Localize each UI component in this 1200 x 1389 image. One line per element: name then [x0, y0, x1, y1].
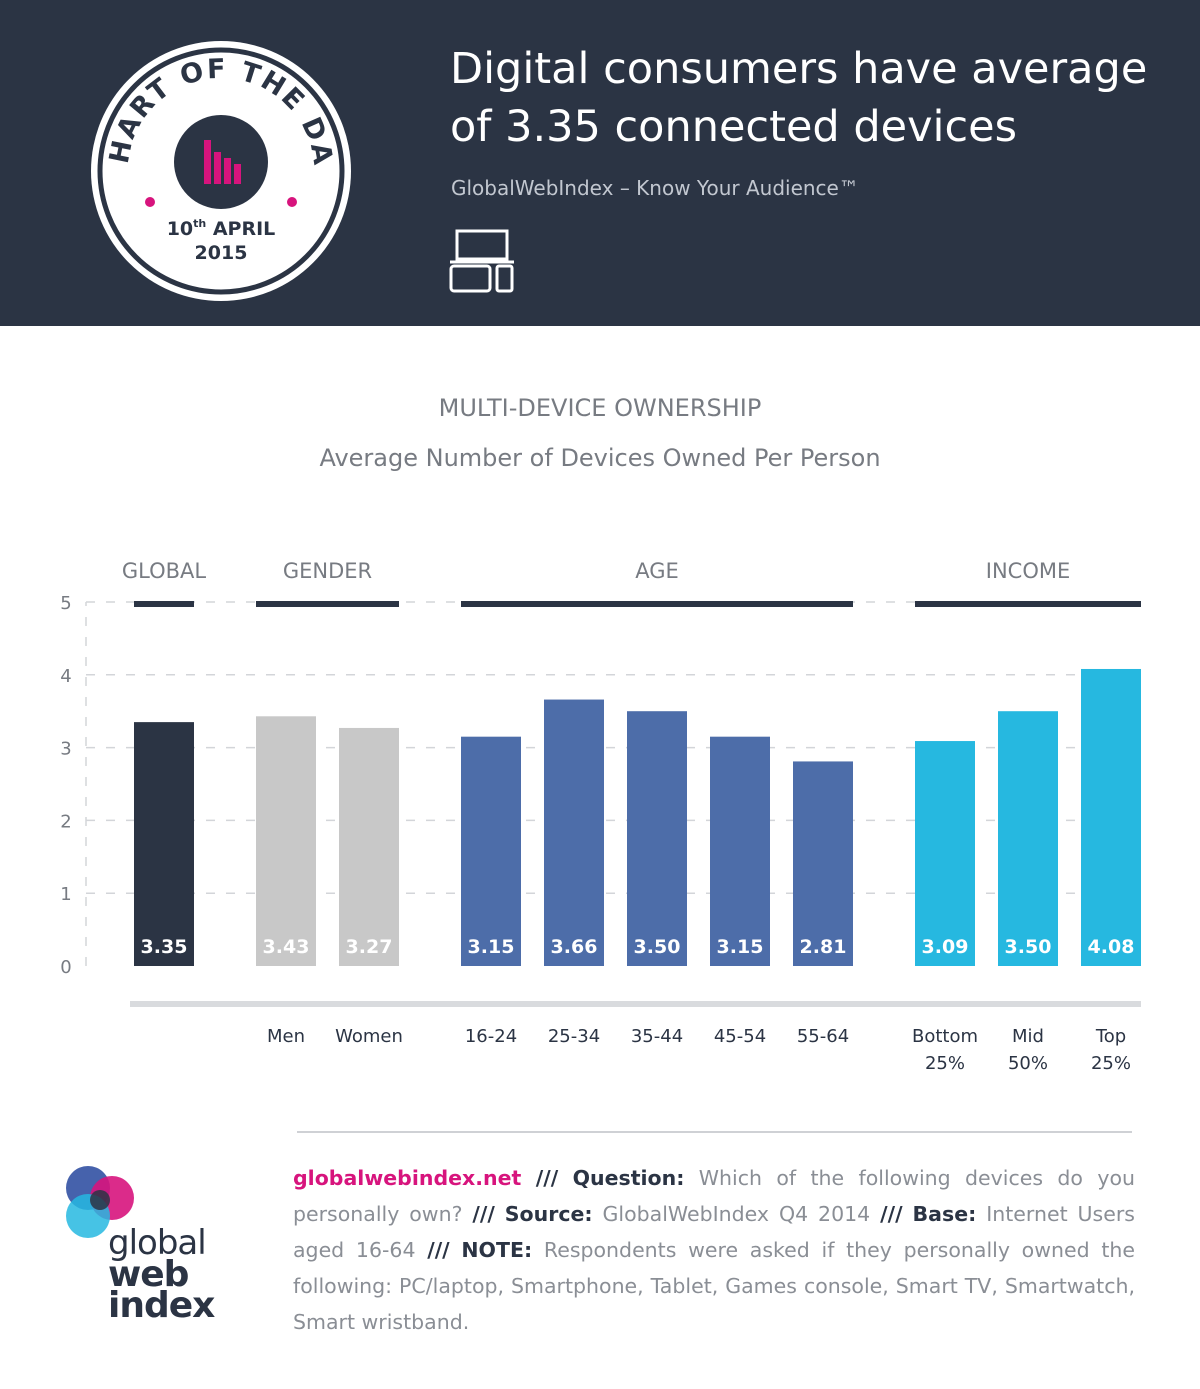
category-label: Men — [267, 1026, 305, 1047]
headline-line2: of 3.35 connected devices — [450, 102, 1017, 152]
note-label: NOTE: — [461, 1238, 533, 1262]
category-label: Mid — [1012, 1026, 1044, 1047]
y-tick-label: 2 — [60, 811, 71, 832]
category-label: 50% — [1008, 1053, 1048, 1074]
bar-value-label: 3.15 — [717, 936, 764, 958]
bar — [461, 736, 521, 966]
devices-icon — [449, 229, 514, 293]
y-tick-label: 3 — [60, 739, 71, 760]
x-axis-baseline — [130, 1001, 1141, 1007]
category-label: 25% — [1091, 1053, 1131, 1074]
dot-left — [145, 197, 155, 207]
headline-line1: Digital consumers have average — [450, 44, 1148, 94]
group-rule-gender — [256, 601, 399, 607]
bar — [915, 741, 975, 966]
bar — [710, 736, 770, 966]
category-label: Women — [335, 1026, 403, 1047]
footnote: globalwebindex.net /// Question: Which o… — [293, 1166, 1135, 1334]
bar — [339, 727, 399, 966]
question-text: Which of the following devices do you pe… — [293, 1166, 1135, 1226]
bar-value-label: 3.35 — [141, 936, 188, 958]
bar — [998, 711, 1058, 966]
note-text: Respondents were asked if they personall… — [293, 1238, 1135, 1334]
bar-chart: 0 1 2 3 4 5 GLOBAL 3.35 GENDER 3.43 Men 3.27 Women AG… — [60, 559, 1141, 1074]
bar — [627, 711, 687, 966]
group-rule-income — [915, 601, 1141, 607]
bar-value-label: 3.09 — [922, 936, 969, 958]
bar — [256, 716, 316, 966]
y-tick-label: 0 — [60, 957, 71, 978]
logo-line3: index — [108, 1285, 215, 1326]
category-label: 25% — [925, 1053, 965, 1074]
bar — [544, 699, 604, 966]
bar-value-label: 3.50 — [1005, 936, 1052, 958]
bar — [134, 722, 194, 966]
bar-value-label: 3.66 — [551, 936, 598, 958]
chart-title: MULTI-DEVICE OWNERSHIP — [438, 394, 762, 422]
source-label: Source: — [504, 1202, 593, 1226]
category-label: 25-34 — [548, 1026, 600, 1047]
group-label-age: AGE — [635, 559, 679, 583]
category-label: 55-64 — [797, 1026, 849, 1047]
bar — [793, 761, 853, 966]
bar — [1081, 668, 1141, 966]
bar-value-label: 3.43 — [263, 936, 310, 958]
logo-line2: web — [108, 1254, 189, 1295]
category-label: 16-24 — [465, 1026, 517, 1047]
category-label: 35-44 — [631, 1026, 683, 1047]
badge-year: 2015 — [195, 242, 248, 264]
bar-value-label: 3.50 — [634, 936, 681, 958]
chart-subtitle: Average Number of Devices Owned Per Pers… — [319, 444, 881, 472]
footer-divider — [297, 1131, 1132, 1133]
bar-value-label: 3.27 — [346, 936, 393, 958]
globalwebindex-logo — [66, 1166, 134, 1238]
group-label-gender: GENDER — [283, 559, 372, 583]
y-tick-label: 5 — [60, 593, 71, 614]
group-rule-age — [461, 601, 853, 607]
base-text: Internet Users aged 16-64 — [293, 1202, 1135, 1262]
question-label: Question: — [572, 1166, 685, 1190]
category-label: 45-54 — [714, 1026, 766, 1047]
logo-wordmark: global web index — [108, 1223, 215, 1326]
badge-date: 10th APRIL — [167, 217, 276, 240]
bar-value-label: 3.15 — [468, 936, 515, 958]
subline: GlobalWebIndex – Know Your Audience™ — [451, 176, 859, 200]
dot-right — [287, 197, 297, 207]
y-tick-label: 4 — [60, 666, 71, 687]
headline: Digital consumers have average of 3.35 c… — [450, 40, 1170, 156]
group-rule-global — [134, 601, 194, 607]
bar-value-label: 2.81 — [800, 936, 847, 958]
logo-line1: global — [108, 1223, 207, 1263]
base-label: Base: — [912, 1202, 977, 1226]
header-banner: CHART OF THE DAY 10th APRIL 2015 Digital… — [0, 0, 1200, 326]
y-tick-label: 1 — [60, 884, 71, 905]
source-text: GlobalWebIndex Q4 2014 — [602, 1202, 871, 1226]
group-label-global: GLOBAL — [122, 559, 207, 583]
group-label-income: INCOME — [986, 559, 1070, 583]
chart-of-the-day-badge: CHART OF THE DAY 10th APRIL 2015 — [90, 40, 351, 301]
site-link[interactable]: globalwebindex.net — [293, 1166, 522, 1190]
bar-value-label: 4.08 — [1088, 936, 1135, 958]
category-label: Top — [1095, 1026, 1126, 1047]
category-label: Bottom — [912, 1026, 978, 1047]
